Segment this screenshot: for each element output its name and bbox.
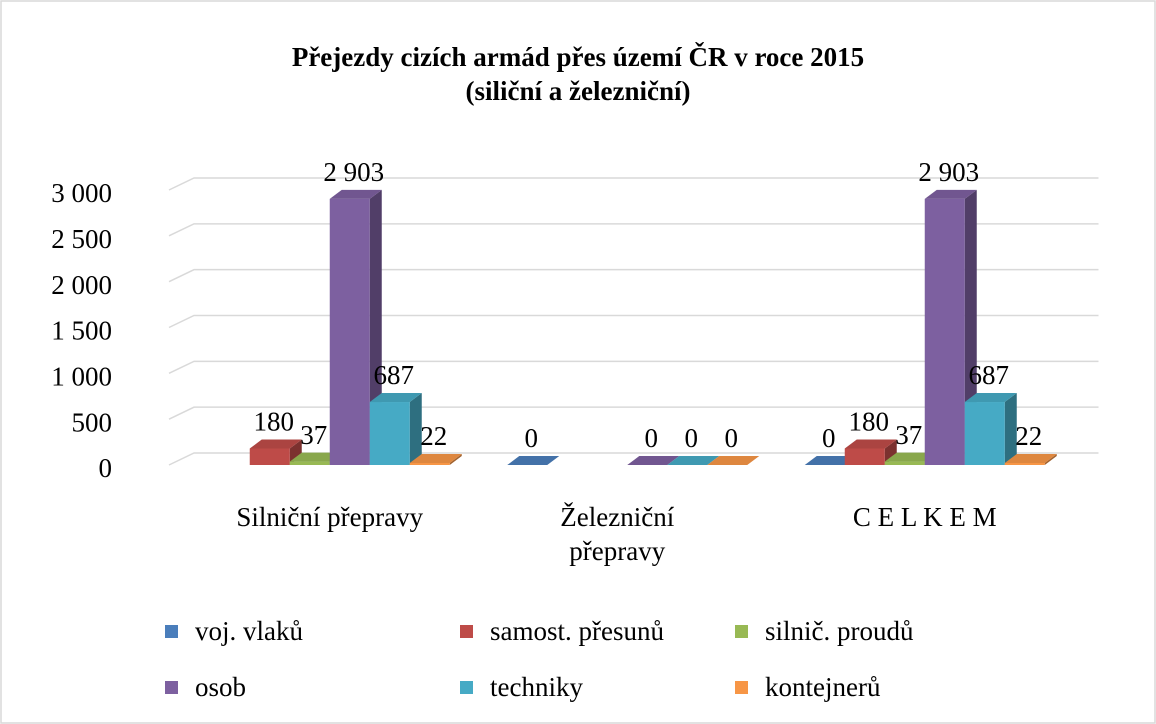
bar-top: [409, 453, 462, 463]
bar-top: [329, 189, 382, 199]
bar-top: [627, 456, 680, 465]
x-tick-label: C E L K E M: [852, 502, 997, 532]
bar-top: [667, 456, 720, 465]
bar-side: [1004, 393, 1017, 465]
data-label: 0: [725, 423, 739, 453]
bar: [844, 448, 885, 465]
data-label: 2 903: [323, 157, 384, 187]
chart-title: Přejezdy cizích armád přes území ČR v ro…: [291, 42, 865, 106]
bar-side: [449, 453, 462, 465]
legend-swatch: [460, 625, 473, 638]
bar-top: [369, 393, 422, 403]
grid-line: [168, 314, 1099, 329]
data-label: 180: [254, 407, 295, 437]
bar-top: [804, 456, 857, 465]
bar: [924, 198, 965, 465]
grid-line: [168, 177, 1099, 191]
data-label: 0: [645, 423, 659, 453]
legend-swatch: [735, 681, 748, 694]
bar-side: [884, 439, 897, 465]
data-label: 687: [969, 360, 1010, 390]
bar: [409, 462, 450, 465]
bar-top: [924, 189, 977, 199]
legend-label: osob: [195, 672, 246, 702]
legend-swatch: [735, 625, 748, 638]
legend-swatch: [460, 681, 473, 694]
bar-top: [707, 456, 760, 465]
legend-label: silnič. proudů: [765, 616, 914, 646]
bar: [884, 461, 925, 465]
data-label: 0: [822, 423, 836, 453]
legend-swatch: [165, 681, 178, 694]
bar-top: [1004, 453, 1057, 463]
bar: [289, 461, 330, 465]
bar-top: [844, 439, 897, 449]
bar-side: [409, 393, 422, 465]
grid-line: [168, 452, 1099, 466]
data-label: 2 903: [918, 157, 979, 187]
y-tick-label: 2 000: [51, 270, 112, 300]
grid-line: [168, 360, 1099, 375]
data-label: 687: [374, 360, 415, 390]
data-label: 37: [300, 420, 327, 450]
bar: [964, 402, 1005, 465]
x-tick-label: Železniční přepravy: [560, 502, 675, 566]
data-label: 0: [685, 423, 699, 453]
bar: [369, 402, 410, 465]
bar-top: [289, 452, 342, 462]
legend-label: kontejnerů: [765, 672, 881, 702]
grid-line: [168, 406, 1099, 420]
y-tick-label: 3 000: [51, 178, 112, 208]
bar-top: [507, 456, 560, 465]
data-label: 0: [525, 423, 539, 453]
grid-line: [168, 268, 1099, 283]
y-tick-label: 1 500: [51, 316, 112, 346]
data-label: 37: [895, 420, 922, 450]
y-tick-label: 500: [72, 407, 113, 437]
data-label: 22: [420, 421, 447, 451]
y-tick-label: 0: [99, 453, 113, 483]
bar-side: [1044, 453, 1057, 465]
legend-swatch: [165, 625, 178, 638]
data-label: 180: [849, 407, 890, 437]
legend-label: samost. přesunů: [490, 616, 664, 646]
bar-top: [884, 452, 937, 462]
grid-line: [168, 223, 1099, 237]
bar-top: [964, 393, 1017, 403]
bar: [329, 198, 370, 465]
bar: [249, 448, 290, 465]
bar-top: [249, 439, 302, 449]
y-tick-label: 2 500: [51, 224, 112, 254]
x-tick-label: Silniční přepravy: [236, 502, 424, 532]
bar-side: [289, 439, 302, 465]
bar: [1004, 462, 1045, 465]
data-label: 22: [1015, 421, 1042, 451]
legend-label: voj. vlaků: [195, 616, 303, 646]
y-tick-label: 1 000: [51, 362, 112, 392]
legend-label: techniky: [490, 672, 583, 702]
